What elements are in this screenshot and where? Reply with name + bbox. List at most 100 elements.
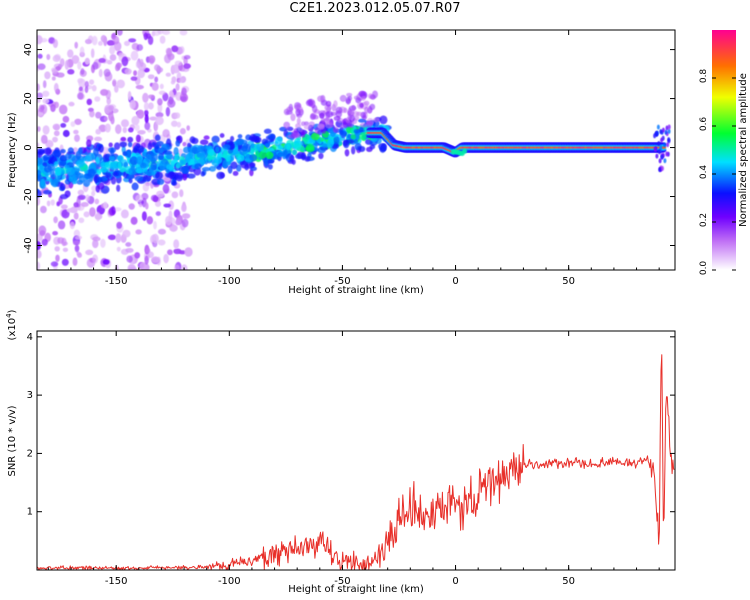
spectrogram-blob bbox=[178, 156, 185, 162]
spectrogram-blob bbox=[214, 156, 223, 165]
spectrogram-blob bbox=[146, 216, 154, 225]
spectrogram-blob bbox=[289, 155, 295, 162]
spectrogram-blob bbox=[185, 156, 191, 163]
spectrogram-blob bbox=[89, 79, 95, 85]
spectrogram-x-ticks: -150 -100 -50 0 50 bbox=[47, 30, 660, 287]
spectrogram-blob bbox=[265, 151, 274, 160]
spectrogram-blob bbox=[208, 165, 217, 172]
spectrogram-blob bbox=[155, 112, 164, 118]
spectrogram-blob bbox=[64, 164, 70, 169]
spectrogram-blob bbox=[156, 190, 165, 198]
spectrogram-blob bbox=[91, 35, 98, 46]
spectrogram-blob bbox=[135, 134, 141, 143]
spectrogram-blob bbox=[144, 114, 149, 124]
snr-x-ticks: -150 -100 -50 0 50 bbox=[47, 331, 660, 587]
spectrogram-blob bbox=[123, 40, 131, 47]
spectrogram-blob bbox=[128, 167, 138, 176]
spectrogram-blob bbox=[361, 115, 367, 121]
spectrogram-blob bbox=[157, 30, 164, 35]
spectrogram-blob bbox=[170, 120, 178, 127]
spectrogram-blob bbox=[95, 128, 102, 135]
spectrogram-blob bbox=[96, 176, 103, 183]
spectrogram-blob bbox=[61, 258, 69, 266]
spectrogram-blob bbox=[98, 144, 104, 153]
spectrogram-blob bbox=[70, 121, 76, 127]
spectrogram-blob bbox=[39, 164, 46, 173]
spectrogram-blob bbox=[136, 109, 145, 119]
spectrogram-blob bbox=[90, 48, 95, 58]
spectrogram-blob bbox=[665, 151, 669, 157]
x-tick-label: 0 bbox=[452, 576, 458, 587]
spectrogram-blob bbox=[179, 30, 188, 36]
spectrogram-blob bbox=[103, 201, 108, 209]
spectrogram-blob bbox=[171, 76, 177, 83]
spectrogram-blob bbox=[194, 163, 202, 170]
spectrogram-blob bbox=[145, 170, 154, 177]
spectrogram-blob bbox=[105, 172, 112, 178]
spectrogram-blob bbox=[73, 202, 79, 208]
spectrogram-blob bbox=[179, 46, 185, 54]
spectrogram-blob bbox=[83, 211, 90, 218]
spectrogram-blob bbox=[62, 241, 68, 246]
spectrogram-blob bbox=[116, 30, 123, 36]
spectrogram-blob bbox=[165, 215, 173, 226]
spectrogram-blob bbox=[318, 152, 324, 160]
spectrogram-blob bbox=[658, 167, 662, 173]
spectrogram-blob bbox=[56, 72, 65, 78]
spectrogram-blob bbox=[158, 161, 167, 171]
spectrogram-blob bbox=[373, 117, 380, 123]
spectrogram-blob bbox=[364, 106, 369, 114]
spectrogram-blob bbox=[359, 132, 367, 141]
spectrogram-blob bbox=[50, 199, 55, 206]
spectrogram-blob bbox=[108, 155, 116, 162]
spectrogram-blob bbox=[116, 221, 123, 229]
spectrogram-blob bbox=[317, 95, 324, 102]
spectrogram-blob bbox=[119, 166, 127, 173]
spectrogram-blob bbox=[296, 117, 301, 125]
spectrogram-blob bbox=[122, 126, 127, 134]
spectrogram-blob bbox=[74, 118, 82, 125]
spectrogram-blob bbox=[157, 98, 163, 106]
spectrogram-blob bbox=[74, 134, 80, 142]
spectrogram-blob bbox=[37, 126, 41, 132]
spectrogram-blob bbox=[236, 138, 245, 146]
spectrogram-blob bbox=[104, 123, 111, 133]
spectrogram-blob bbox=[67, 69, 75, 75]
colorbar-gradient bbox=[712, 30, 736, 270]
spectrogram-blob bbox=[100, 35, 107, 43]
spectrogram-blob bbox=[333, 135, 340, 145]
spectrogram-blob bbox=[62, 115, 70, 123]
spectrogram-blob bbox=[59, 58, 65, 67]
spectrogram-blob bbox=[84, 169, 90, 175]
spectrogram-blob bbox=[98, 68, 103, 78]
y-tick-label: 0 bbox=[23, 144, 34, 150]
spectrogram-blob bbox=[663, 158, 667, 164]
spectrogram-blob bbox=[38, 225, 47, 236]
spectrogram-blob bbox=[174, 264, 180, 270]
spectrogram-blob bbox=[108, 105, 114, 111]
spectrogram-blob bbox=[358, 146, 366, 152]
spectrogram-blob bbox=[245, 153, 250, 159]
spectrogram-blob bbox=[91, 190, 96, 197]
spectrogram-blob bbox=[330, 131, 336, 138]
spectrogram-blob bbox=[77, 189, 85, 196]
spectrogram-blob bbox=[42, 162, 48, 167]
spectrogram-blob bbox=[263, 128, 272, 134]
spectrogram-blob bbox=[286, 143, 291, 151]
spectrogram-blob bbox=[137, 68, 146, 79]
spectrogram-blob bbox=[300, 121, 306, 127]
spectrogram-blob bbox=[354, 138, 359, 144]
spectrogram-blob bbox=[347, 113, 353, 121]
spectrogram-blob bbox=[62, 247, 69, 253]
spectrogram-blob bbox=[179, 189, 184, 198]
spectrogram-blob bbox=[208, 148, 215, 156]
spectrogram-blob bbox=[142, 182, 150, 192]
spectrogram-blob bbox=[84, 86, 89, 94]
spectrogram-blob bbox=[141, 211, 147, 221]
spectrogram-blob bbox=[657, 141, 661, 146]
spectrogram-blob bbox=[261, 148, 270, 153]
spectrogram-blob bbox=[333, 100, 338, 108]
spectrogram-blob bbox=[166, 164, 174, 170]
spectrogram-blob bbox=[347, 95, 353, 101]
spectrogram-blob bbox=[277, 152, 285, 157]
